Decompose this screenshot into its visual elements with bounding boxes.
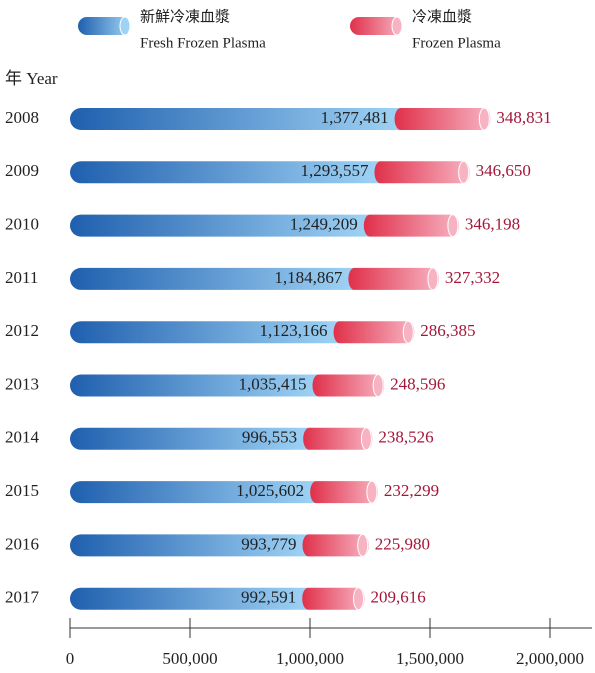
legend-label: 新鮮冷凍血漿 [140,8,230,25]
legend-swatch-cap [391,16,403,36]
bar-frozen [348,267,439,290]
bar-fresh [70,108,401,130]
y-tick-label: 2012 [5,321,39,340]
legend-swatch [78,17,130,35]
legend-label: Fresh Frozen Plasma [140,35,266,51]
legend-label: Frozen Plasma [412,35,501,51]
bar-fresh [70,321,340,344]
value-label: 992,591 [241,588,296,607]
bar-frozen [333,321,415,344]
value-label: 327,332 [445,268,500,287]
value-label: 238,526 [378,428,433,447]
value-label: 248,596 [390,374,445,393]
bar-frozen [310,481,378,504]
y-tick-label: 2011 [5,268,38,287]
value-label: 225,980 [375,534,430,553]
x-tick-label: 0 [66,649,75,668]
value-label: 993,779 [241,534,296,553]
bar-fresh [70,587,309,610]
bar-cap [478,107,490,131]
y-tick-label: 2017 [5,588,40,607]
value-label: 348,831 [496,108,551,127]
bar-fresh [70,214,370,237]
bar-cap [402,320,414,344]
legend-swatch [350,17,402,35]
bar-frozen [374,161,470,184]
y-tick-label: 2015 [5,481,39,500]
bar-fresh [70,267,355,290]
value-label: 1,293,557 [300,161,369,180]
bar-cap [447,214,459,238]
bar-frozen [363,214,459,237]
value-label: 1,123,166 [260,321,328,340]
bar-cap [360,427,372,451]
bar-frozen [394,108,491,130]
y-axis-label: 年 Year [5,69,58,88]
x-tick-label: 2,000,000 [516,649,584,668]
value-label: 346,198 [465,215,520,234]
bar-fresh [70,427,310,450]
value-label: 1,377,481 [321,108,389,127]
bar-frozen [302,534,369,557]
y-tick-label: 2010 [5,215,39,234]
y-tick-label: 2016 [5,534,39,553]
bar-fresh [70,534,309,557]
bar-frozen [302,587,365,610]
value-label: 996,553 [242,428,297,447]
value-label: 1,184,867 [274,268,343,287]
x-tick-label: 1,500,000 [396,649,464,668]
value-label: 1,025,602 [236,481,304,500]
legend-label: 冷凍血漿 [412,8,472,25]
y-tick-label: 2014 [5,428,40,447]
value-label: 209,616 [371,588,426,607]
value-label: 286,385 [420,321,475,340]
value-label: 1,249,209 [290,215,358,234]
bar-cap [458,160,470,184]
legend-swatch-cap [119,16,131,36]
bar-fresh [70,374,319,397]
bar-cap [357,533,369,557]
value-label: 1,035,415 [238,374,306,393]
bar-cap [353,587,365,611]
y-tick-label: 2013 [5,374,39,393]
x-tick-label: 1,000,000 [276,649,344,668]
x-tick-label: 500,000 [162,649,217,668]
bar-frozen [303,427,373,450]
bar-fresh [70,481,317,504]
y-tick-label: 2009 [5,161,39,180]
bar-fresh [70,161,381,184]
bar-cap [366,480,378,504]
bar-cap [427,267,439,291]
value-label: 232,299 [384,481,439,500]
bar-frozen [312,374,385,397]
y-tick-label: 2008 [5,108,39,127]
value-label: 346,650 [476,161,531,180]
bar-cap [372,374,384,397]
